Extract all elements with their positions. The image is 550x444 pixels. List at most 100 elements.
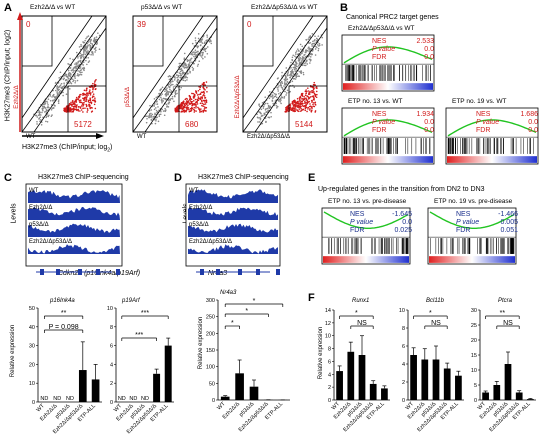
gsea-e-nes-1: -1.466 [498,211,518,218]
gsea-e-plot-0 [321,207,411,265]
gsea-e-nes-label-1: NES [456,211,471,218]
gsea-e-fdr-0: 0.025 [394,227,412,234]
xtick: WT [113,403,124,414]
xtick: WT [477,401,488,412]
gsea-e-title-1: ETP no. 19 vs. pre-disease [434,198,513,205]
ytick: 150 [206,348,215,354]
scatter-xaxis-1: WT [137,134,147,140]
track-c-gene-model [36,269,120,275]
bar [482,392,489,400]
gsea-b-p-label-1: P value [372,119,396,126]
bar [235,373,244,400]
sig-label: ** [61,310,67,317]
gsea-e-nes-label-0: NES [350,211,365,218]
panel-c-levels: Levels [10,203,18,224]
gsea-b-title-1: ETP no. 13 vs. WT [348,98,403,105]
gsea-e-p-label-0: P value [350,219,374,226]
bar-title-3: Runx1 [352,298,370,304]
bar-title-1: p19Arf [122,298,140,304]
ytick: 0 [110,400,113,406]
nd-label: ND [66,396,74,402]
ytick: 4 [402,362,405,368]
bar [493,385,501,400]
track-d-label-1: Ezh2Δ/Δ [189,205,213,211]
bar-title-5: Ptcra [498,298,513,304]
bar [381,388,388,400]
bar [421,359,429,400]
bar-title-2: Nr4a3 [220,290,237,296]
bar-title-4: Bcl11b [426,298,444,304]
ytick: 10 [399,308,405,314]
scatter-plot-2 [242,15,328,133]
ytick: 0 [402,398,405,404]
ytick: 10 [471,368,477,374]
gsea-e-plot-1 [427,207,517,265]
gsea-b-fdr-2: 0.0 [528,127,538,134]
gsea-b-nes-label-0: NES [372,38,387,45]
gsea-b-title-2: ETP no. 19 vs. WT [452,98,507,105]
gsea-b-nes-1: 1.934 [416,111,434,118]
ytick: 30 [29,344,35,350]
ytick: 100 [206,365,215,371]
xtick: WT [331,401,342,412]
gsea-b-nes-2: 1.686 [520,111,538,118]
bar [369,383,377,400]
scatter-topleft-count-2: 0 [247,20,252,29]
track-c-label-2: p53Δ/Δ [29,222,49,228]
scatter-xaxis-0: WT [26,134,36,140]
scatter-topleft-count-1: 39 [137,20,146,29]
gsea-b-p-label-0: P value [372,46,396,53]
ytick: 20 [29,362,35,368]
ytick: 8 [328,347,331,353]
ytick: 2 [110,381,113,387]
track-d-label-2: p53Δ/Δ [189,222,209,228]
bar-chart-5: 051015202530WTEzh2Δ/Δp53Δ/ΔEzh2Δ/Δp53Δ/Δ… [471,308,536,433]
xtick: WT [36,403,47,414]
sig-label: * [429,310,432,317]
scatter-arrows [17,12,104,139]
nd-label: ND [53,396,61,402]
track-d-svg [185,183,281,267]
ytick: 0 [328,398,331,404]
ytick: 10 [107,306,113,312]
nd-label: ND [40,396,48,402]
bar-chart-2: 050100150200250300WTEzh2Δ/Δp53Δ/ΔEzh2Δ/Δ… [206,298,290,433]
bar-chart-3: 02468101214WTEzh2Δ/Δp53Δ/ΔEzh2Δ/Δp53Δ/ΔE… [325,308,390,433]
gsea-b-fdr-label-0: FDR [372,54,387,61]
bar-chart-0: 01020304050WTNDEzh2Δ/ΔNDp53Δ/ΔNDEzh2Δ/Δp… [29,306,102,435]
bar [527,399,534,400]
gsea-e-fdr-label-0: FDR [350,227,365,234]
track-c-label-0: WT [29,188,39,194]
scatter-plot-1 [132,15,218,133]
track-c-label-1: Ezh2Δ/Δ [29,205,53,211]
panel-d-ylabel: Relative expression [198,316,204,370]
panel-c-title: H3K27me3 ChIP-sequencing [38,174,129,181]
bar [455,375,462,400]
bar-chart-1: 0246810WTNDEzh2Δ/ΔNDp53Δ/ΔNDEzh2Δ/Δp53Δ/… [107,306,174,435]
gsea-b-plot-2 [445,107,539,165]
gsea-b-nes-0: 2.533 [416,38,434,45]
scatter-plot-0 [21,15,107,133]
xtick: WT [216,401,227,412]
sig-label: NS [503,320,513,327]
bar [220,396,230,400]
ytick: 200 [206,331,215,337]
sig-label: *** [135,332,143,339]
panel-e-title: Up-regulated genes in the transition fro… [318,186,485,193]
ytick: 8 [402,326,405,332]
panel-b-letter: B [340,2,348,14]
ytick: 0 [212,398,215,404]
bar [504,364,512,400]
panel-d-letter: D [174,172,182,184]
ytick: 4 [110,362,113,368]
ytick: 30 [471,308,477,314]
gsea-e-p-label-1: P value [456,219,480,226]
ytick: 10 [29,381,35,387]
scatter-bottomright-count-1: 680 [185,120,199,129]
panel-a-xlabel: H3K27me3 (ChIP/input; log2) [22,144,113,154]
track-c-label-3: Ezh2Δ/Δp53Δ/Δ [29,239,73,245]
gsea-b-p-0: 0.0 [424,46,434,53]
bar [358,355,366,400]
ytick: 2 [328,385,331,391]
gsea-b-plot-1 [341,107,435,165]
